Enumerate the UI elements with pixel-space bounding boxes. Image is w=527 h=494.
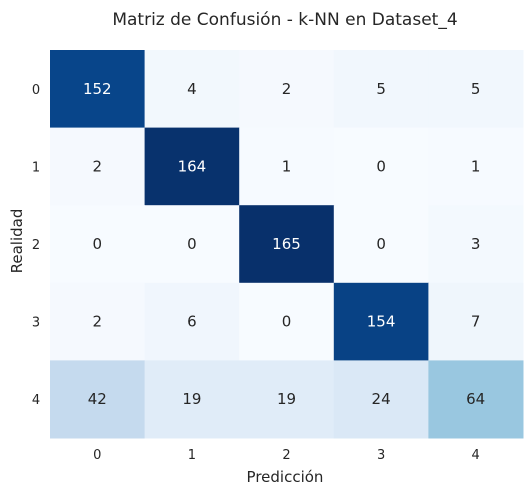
heatmap-cell-r4-c2 xyxy=(239,360,335,439)
cell-value-label: 152 xyxy=(83,80,112,98)
cell-value-label: 2 xyxy=(93,157,103,175)
x-tick-labels: 0 1 2 3 4 xyxy=(93,448,480,463)
cell-value-label: 0 xyxy=(376,157,386,175)
cell-value-label: 4 xyxy=(187,80,197,98)
heatmap-cell-r1-c4 xyxy=(428,127,524,206)
heatmap-cell-r1-c2 xyxy=(239,127,335,206)
heatmap-cell-r1-c3 xyxy=(333,127,429,206)
heatmap-cell-r0-c4 xyxy=(428,50,524,129)
cell-value-label: 0 xyxy=(187,235,197,253)
y-tick-label: 0 xyxy=(32,83,40,98)
heatmap-cell-r3-c3 xyxy=(333,282,429,361)
cell-value-label: 0 xyxy=(376,235,386,253)
cell-value-label: 64 xyxy=(466,390,485,408)
y-axis-label: Realidad xyxy=(8,209,26,274)
heatmap-cell-r1-c1 xyxy=(144,127,240,206)
cell-value-label: 3 xyxy=(471,235,481,253)
heatmap-cell-r3-c0 xyxy=(50,282,146,361)
heatmap-cell-r3-c4 xyxy=(428,282,524,361)
heatmap-cell-r3-c1 xyxy=(144,282,240,361)
x-tick-label: 1 xyxy=(188,448,196,463)
cell-value-label: 7 xyxy=(471,313,481,331)
x-tick-label: 2 xyxy=(282,448,290,463)
cell-value-label: 19 xyxy=(182,390,201,408)
x-tick-label: 4 xyxy=(472,448,480,463)
heatmap-cell-r2-c3 xyxy=(333,205,429,284)
heatmap-cell-r2-c0 xyxy=(50,205,146,284)
y-tick-label: 2 xyxy=(32,238,40,253)
cell-value-label: 5 xyxy=(376,80,386,98)
y-tick-label: 1 xyxy=(32,160,40,175)
heatmap-cell-r2-c2 xyxy=(239,205,335,284)
heatmap-cell-r4-c3 xyxy=(333,360,429,439)
heatmap-cell-r0-c3 xyxy=(333,50,429,129)
cell-value-label: 19 xyxy=(277,390,296,408)
heatmap-cell-r0-c0 xyxy=(50,50,146,129)
cell-value-label: 0 xyxy=(282,313,292,331)
heatmap-cell-r0-c1 xyxy=(144,50,240,129)
heatmap-cell-r1-c0 xyxy=(50,127,146,206)
cell-value-label: 2 xyxy=(282,80,292,98)
cell-value-label: 24 xyxy=(372,390,391,408)
y-tick-labels: 0 1 2 3 4 xyxy=(32,83,40,408)
cell-value-label: 0 xyxy=(93,235,103,253)
y-tick-label: 4 xyxy=(32,393,40,408)
x-tick-label: 0 xyxy=(93,448,101,463)
heatmap-cell-r4-c1 xyxy=(144,360,240,439)
cell-value-label: 1 xyxy=(471,157,481,175)
heatmap-cell-r0-c2 xyxy=(239,50,335,129)
cell-value-label: 6 xyxy=(187,313,197,331)
heatmap-cells: 152 4 2 5 52 164 1 0 10 0 165 0 32 6 0 154 742 19 19 24 64 xyxy=(50,50,524,439)
heatmap-cell-r2-c1 xyxy=(144,205,240,284)
heatmap-cell-r4-c0 xyxy=(50,360,146,439)
heatmap-cell-r3-c2 xyxy=(239,282,335,361)
cell-value-label: 2 xyxy=(93,313,103,331)
cell-value-label: 1 xyxy=(282,157,292,175)
heatmap-cell-r2-c4 xyxy=(428,205,524,284)
heatmap-cell-r4-c4 xyxy=(428,360,524,439)
cell-value-label: 42 xyxy=(88,390,107,408)
cell-value-label: 154 xyxy=(367,313,396,331)
cell-value-label: 5 xyxy=(471,80,481,98)
cell-value-label: 165 xyxy=(272,235,301,253)
cell-value-label: 164 xyxy=(178,157,207,175)
y-tick-label: 3 xyxy=(32,316,40,331)
x-axis-label: Predicción xyxy=(247,468,324,486)
x-tick-label: 3 xyxy=(377,448,385,463)
chart-title: Matriz de Confusión - k-NN en Dataset_4 xyxy=(112,10,457,30)
